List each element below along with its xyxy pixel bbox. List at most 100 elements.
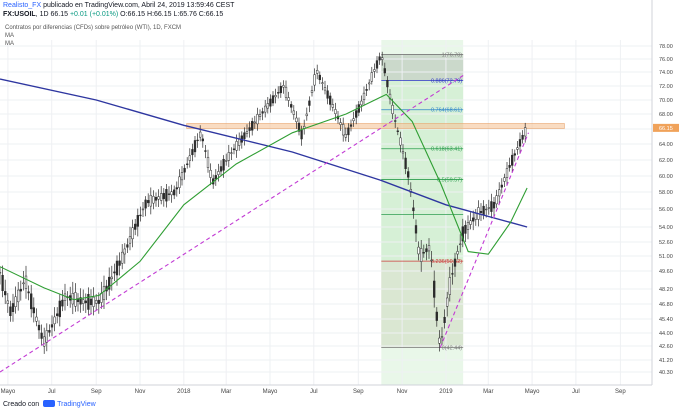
- candle-body: [466, 222, 470, 230]
- candle-body: [261, 111, 264, 114]
- tradingview-link[interactable]: TradingView: [57, 401, 96, 408]
- candle-body: [269, 98, 272, 107]
- fib-level-label: 0.764(68.61): [431, 108, 462, 114]
- candle-body: [48, 330, 51, 333]
- candle-body: [472, 217, 475, 222]
- candle-body: [95, 300, 98, 304]
- candle-body: [487, 207, 490, 209]
- tradingview-logo-icon[interactable]: [43, 400, 56, 407]
- candle-body: [277, 92, 280, 94]
- fib-level-label: 0(42.44): [442, 346, 463, 352]
- candle-body: [511, 154, 514, 166]
- candle-body: [225, 160, 228, 162]
- candle-body: [295, 117, 298, 123]
- candle-body: [201, 138, 204, 142]
- publish-line: Realisto_FX publicado en TradingView.com…: [3, 2, 234, 9]
- trendlines: [0, 75, 530, 373]
- candle-body: [391, 105, 394, 115]
- candle-body: [292, 110, 295, 115]
- candle-body: [368, 82, 371, 85]
- candle-body: [11, 303, 15, 312]
- fib-level-label: 1(76.70): [442, 52, 463, 58]
- ma-label-2[interactable]: MA: [5, 41, 14, 47]
- candle-body: [422, 252, 425, 254]
- fib-level-label: 0.236(50.52): [431, 259, 462, 265]
- candle-body: [206, 156, 210, 168]
- y-tick-label: 72.00: [659, 84, 673, 90]
- candle-body: [63, 293, 67, 301]
- candle-body: [386, 79, 389, 88]
- candle-body: [173, 189, 176, 196]
- candle-body: [214, 175, 217, 180]
- candle-body: [235, 141, 238, 151]
- candle-body: [24, 275, 28, 289]
- x-tick-label: Nov: [397, 389, 408, 395]
- candle-body: [316, 70, 319, 74]
- candle-body: [160, 193, 163, 201]
- y-tick-label: 40.30: [659, 370, 673, 376]
- candle-body: [430, 259, 433, 262]
- candle-body: [22, 282, 25, 285]
- candle-body: [84, 300, 87, 304]
- candle-body: [204, 150, 207, 152]
- author-link[interactable]: Realisto_FX: [3, 2, 42, 9]
- candle-body: [199, 131, 202, 138]
- candle-body: [508, 165, 511, 168]
- candle-body: [271, 95, 275, 104]
- candle-body: [186, 163, 189, 165]
- candle-body: [4, 291, 7, 296]
- candle-body: [339, 122, 342, 125]
- candle-body: [407, 171, 410, 178]
- fib-level-lines: 1(76.70) 0.886(72.79) 0.764(68.61) 0.618(63…: [186, 52, 565, 352]
- candle-body: [495, 195, 498, 205]
- last-price-label: 66.15: [659, 126, 673, 132]
- candle-body: [498, 189, 501, 197]
- candle-body: [297, 122, 301, 132]
- last-price: 66.15: [50, 11, 68, 18]
- candle-body: [134, 223, 137, 230]
- candle-body: [56, 313, 59, 316]
- x-tick-label: Mar: [221, 389, 231, 395]
- fib-band-middle: [381, 80, 464, 262]
- candle-body: [342, 124, 345, 136]
- candle-body: [43, 336, 46, 347]
- candle-body: [149, 194, 152, 207]
- x-tick-label: Jul: [572, 389, 580, 395]
- ma-short-line: [0, 93, 528, 301]
- candle-body: [180, 172, 184, 181]
- candle-body: [352, 118, 355, 122]
- candle-body: [87, 293, 90, 310]
- candle-body: [258, 114, 262, 117]
- x-tick-label: Mar: [483, 389, 493, 395]
- candle-body: [412, 207, 415, 212]
- candle-body: [113, 271, 116, 274]
- y-tick-label: 68.00: [659, 112, 673, 118]
- candle-body: [448, 277, 451, 295]
- candle-body: [318, 74, 321, 81]
- candle-body: [40, 332, 43, 339]
- candle-body: [157, 196, 160, 200]
- y-tick-label: 70.00: [659, 98, 673, 104]
- candle-body: [35, 316, 38, 322]
- candle-body: [139, 214, 142, 217]
- y-tick-label: 76.00: [659, 57, 673, 63]
- x-tick-label: Mayo: [263, 389, 278, 395]
- y-tick-label: 58.00: [659, 190, 673, 196]
- resistance-zone: [186, 123, 565, 129]
- candle-body: [399, 137, 402, 146]
- candle-body: [30, 293, 33, 310]
- candle-body: [518, 139, 522, 147]
- candle-body: [404, 157, 407, 169]
- x-tick-label: Sep: [353, 389, 364, 395]
- candle-body: [440, 336, 444, 338]
- series-description: Contratos por diferencias (CFDs) sobre p…: [5, 25, 182, 31]
- candle-body: [469, 220, 472, 225]
- candle-body: [373, 69, 376, 72]
- candle-body: [147, 200, 150, 204]
- ma-label-1[interactable]: MA: [5, 33, 14, 39]
- candle-body: [58, 300, 61, 318]
- candle-body: [27, 291, 30, 294]
- y-tick-label: 49.60: [659, 269, 673, 275]
- candle-body: [14, 296, 17, 307]
